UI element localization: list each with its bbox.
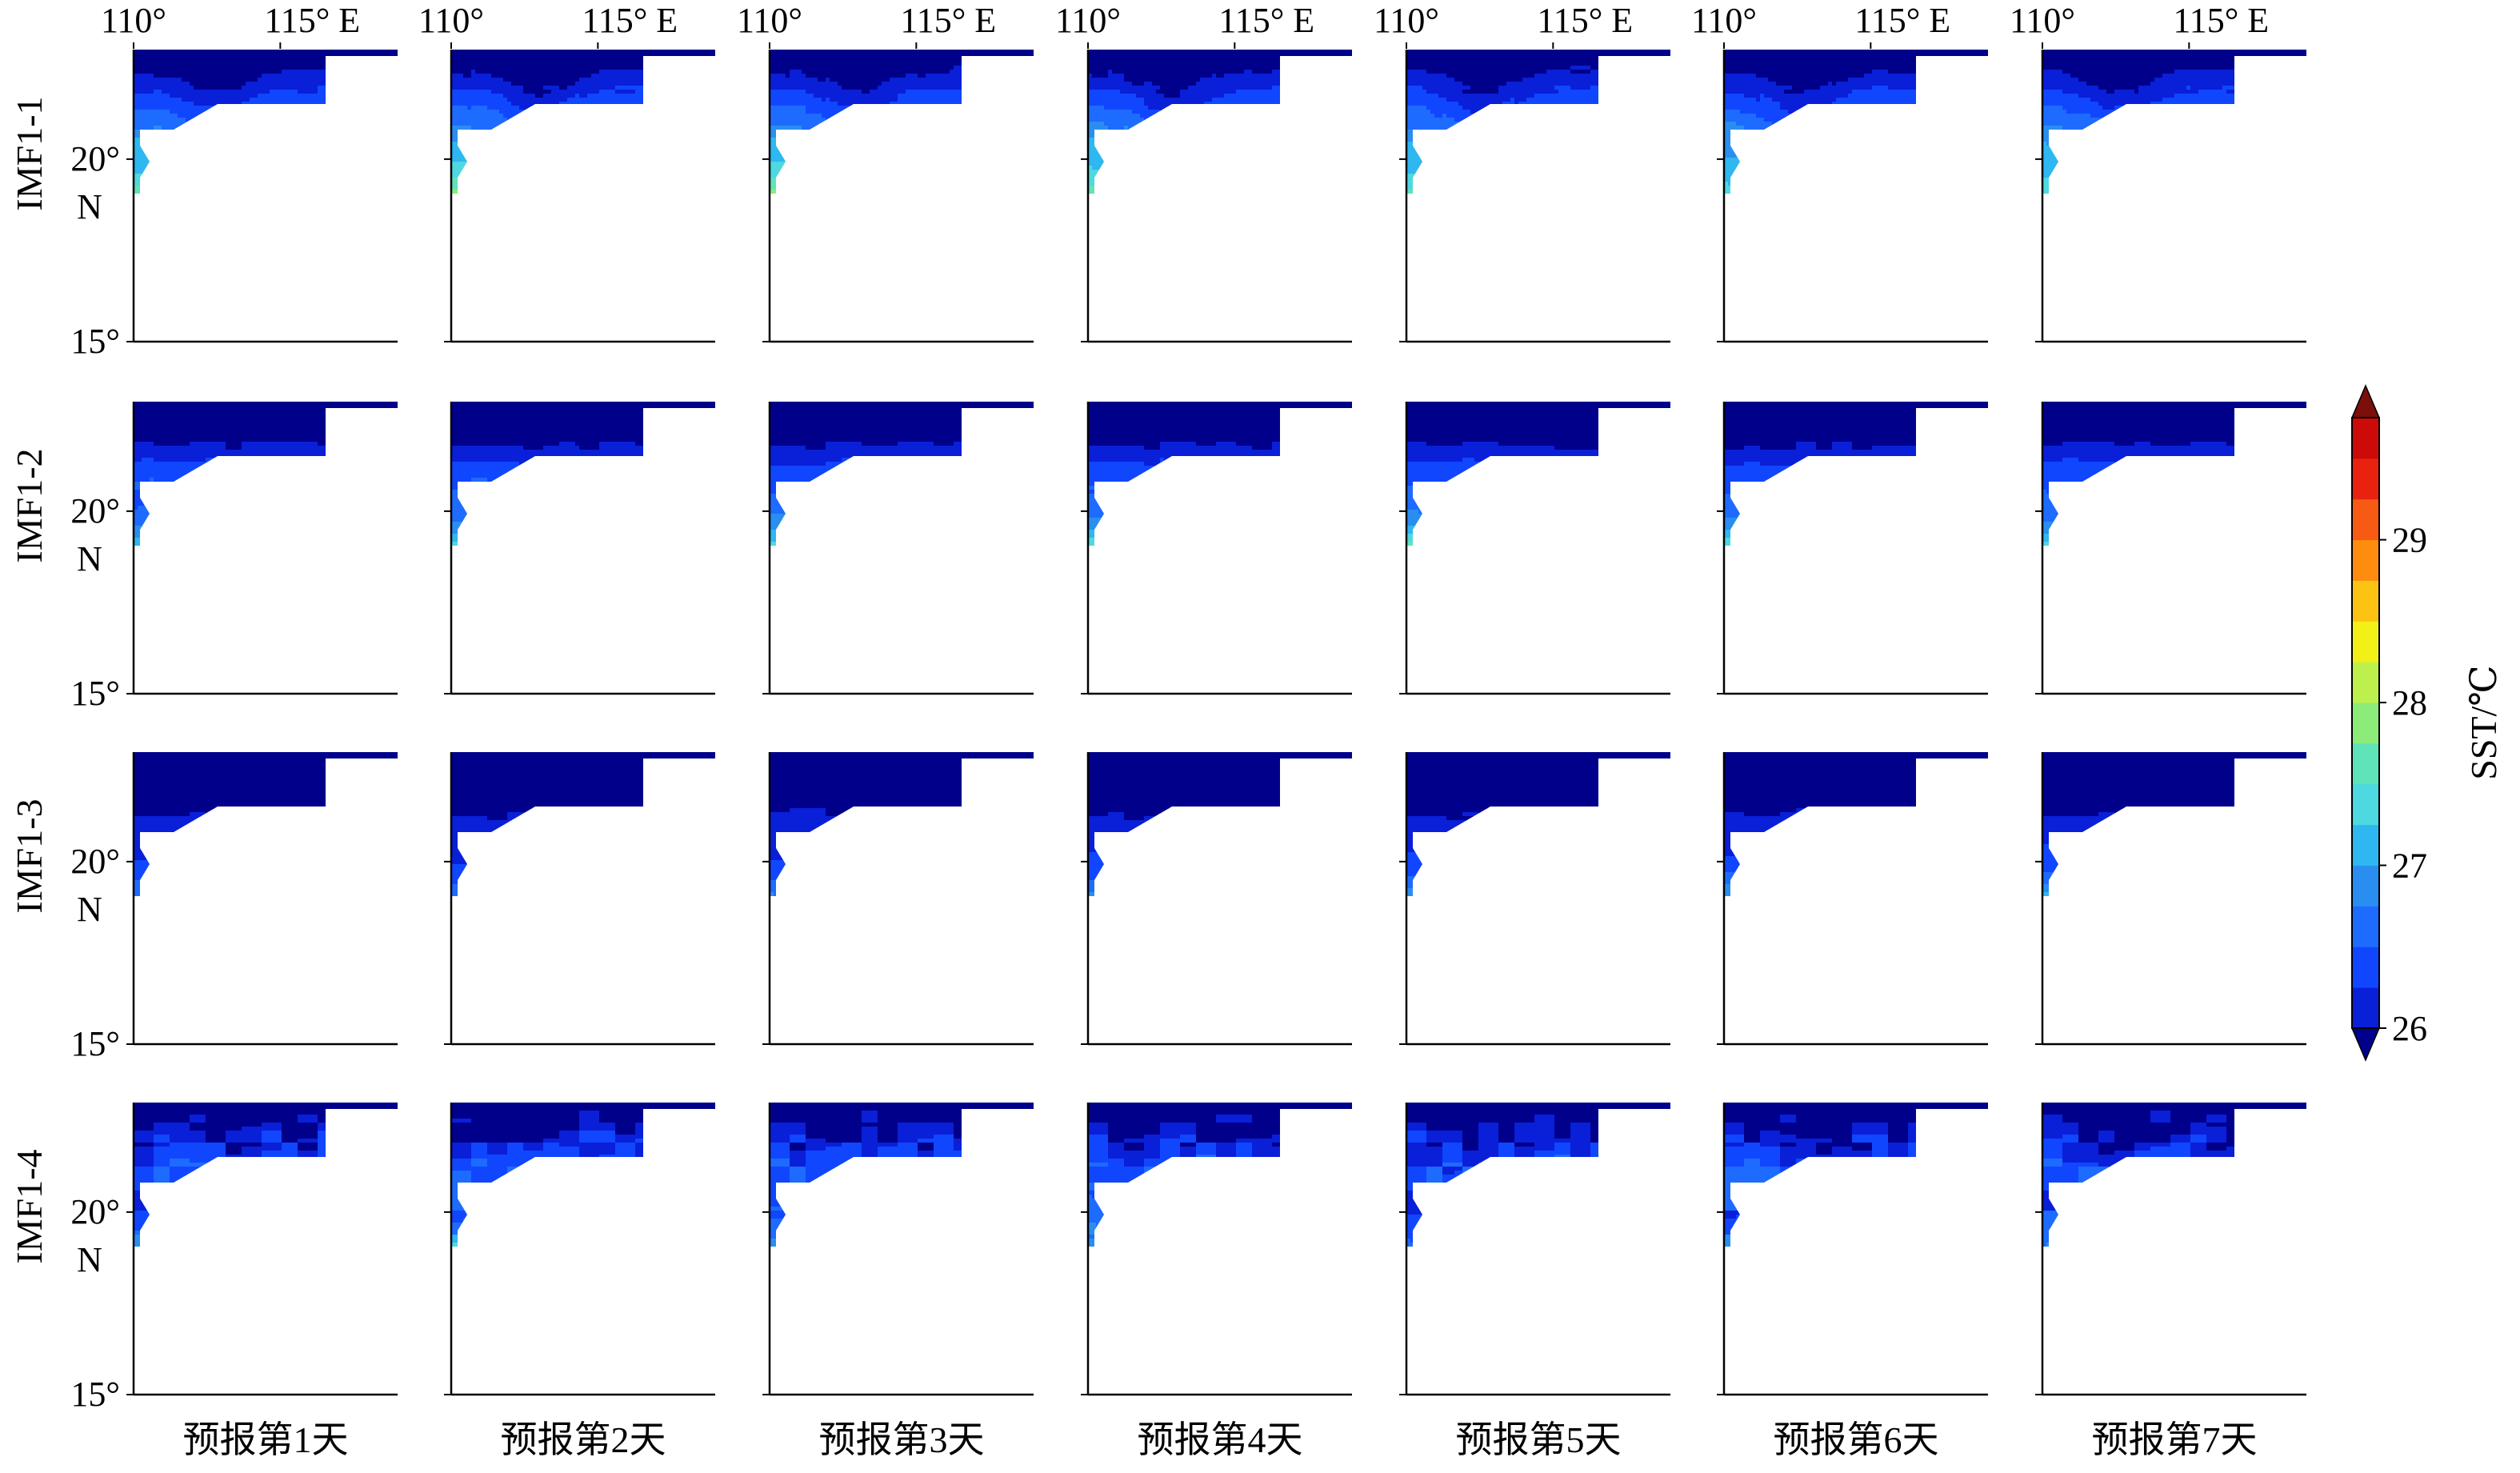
colorbar-segment (2352, 784, 2379, 825)
row-label: IMF1-4 (9, 1149, 50, 1263)
longitude-tick-label: 110° (2010, 1, 2075, 40)
colorbar-segment (2352, 621, 2379, 662)
longitude-tick-label: 110° (737, 1, 802, 40)
colorbar-segment (2352, 458, 2379, 499)
left-latitude-ticks: 15° 20° N 15° 20° N 15° 20° N 15° 20° N (70, 139, 120, 1414)
sst-panel (126, 42, 398, 342)
row-labels: IMF1-1 IMF1-2 IMF1-3 IMF1-4 (9, 96, 50, 1263)
colorbar-segment (2352, 702, 2379, 743)
latitude-tick-label: 15° (70, 322, 120, 361)
colorbar-tick-label: 28 (2392, 683, 2427, 722)
sst-panel (444, 42, 716, 342)
latitude-tick-label: 15° (70, 1375, 120, 1414)
sst-panel (2035, 752, 2307, 1045)
sst-panel (2035, 42, 2307, 342)
longitude-tick-label: 110° (1691, 1, 1757, 40)
colorbar-segment (2352, 906, 2379, 947)
column-label: 预报第2天 (501, 1419, 666, 1460)
colorbar-segment (2352, 825, 2379, 866)
colorbar-segment (2352, 540, 2379, 581)
longitude-tick-label: 115° E (2173, 1, 2269, 40)
column-label: 预报第7天 (2092, 1419, 2258, 1460)
sst-panel (1081, 42, 1353, 342)
longitude-tick-label: 115° E (1537, 1, 1633, 40)
colorbar-tick-label: 27 (2392, 847, 2427, 886)
longitude-tick-label: 115° E (582, 1, 678, 40)
latitude-unit-label: N (77, 187, 102, 226)
latitude-unit-label: N (77, 1240, 102, 1279)
sst-panel (1399, 1103, 1671, 1395)
latitude-tick-label: 20° (70, 491, 120, 530)
sst-panel (444, 752, 716, 1045)
sst-panel (126, 402, 398, 694)
latitude-tick-label: 20° (70, 1192, 120, 1231)
sst-panel (762, 752, 1034, 1045)
sst-panel (444, 402, 716, 694)
column-label: 预报第6天 (1774, 1419, 1939, 1460)
colorbar-segment (2352, 662, 2379, 702)
colorbar-segment (2352, 947, 2379, 987)
colorbar-over-triangle (2352, 386, 2379, 418)
sst-panel (126, 752, 398, 1045)
longitude-tick-label: 110° (101, 1, 166, 40)
column-label: 预报第5天 (1456, 1419, 1622, 1460)
longitude-tick-label: 115° E (900, 1, 996, 40)
column-label: 预报第1天 (183, 1419, 349, 1460)
sst-panel (1081, 752, 1353, 1045)
top-longitude-ticks: 110° 115° E 110° 115° E 110° 115° E 110° 115° E… (101, 1, 2269, 40)
column-labels: 预报第1天 预报第2天 预报第3天 预报第4天 预报第5天 预报第6天 预报第7天 (183, 1419, 2258, 1460)
sst-panel (444, 1103, 716, 1395)
latitude-unit-label: N (77, 890, 102, 929)
row-label: IMF1-2 (9, 448, 50, 562)
sst-panel (126, 1103, 398, 1395)
column-label: 预报第3天 (819, 1419, 985, 1460)
colorbar-tick-label: 29 (2392, 521, 2427, 560)
sst-panel (1081, 1103, 1353, 1395)
row-label: IMF1-1 (9, 96, 50, 210)
colorbar-segment (2352, 743, 2379, 784)
longitude-tick-label: 115° E (1218, 1, 1314, 40)
panel-grid (126, 42, 2307, 1395)
sst-panel (1399, 402, 1671, 694)
latitude-tick-label: 20° (70, 842, 120, 881)
latitude-unit-label: N (77, 539, 102, 578)
sst-panel (2035, 1103, 2307, 1395)
sst-panel (762, 1103, 1034, 1395)
column-label: 预报第4天 (1138, 1419, 1303, 1460)
latitude-tick-label: 20° (70, 139, 120, 178)
sst-panel (1081, 402, 1353, 694)
sst-panel (762, 42, 1034, 342)
longitude-tick-label: 115° E (264, 1, 360, 40)
colorbar: 26 27 28 29 SST/℃ (2352, 386, 2504, 1060)
sst-panel (2035, 402, 2307, 694)
longitude-tick-label: 115° E (1854, 1, 1950, 40)
colorbar-segment (2352, 418, 2379, 458)
colorbar-under-triangle (2352, 1028, 2379, 1060)
colorbar-segment (2352, 580, 2379, 621)
sst-panel (762, 402, 1034, 694)
row-label: IMF1-3 (9, 799, 50, 913)
colorbar-segment (2352, 499, 2379, 540)
latitude-tick-label: 15° (70, 674, 120, 713)
longitude-tick-label: 110° (1055, 1, 1121, 40)
sst-panel (1399, 42, 1671, 342)
colorbar-label: SST/℃ (2463, 665, 2504, 780)
longitude-tick-label: 110° (1374, 1, 1439, 40)
colorbar-segment (2352, 866, 2379, 907)
colorbar-tick-label: 26 (2392, 1009, 2427, 1048)
latitude-tick-label: 15° (70, 1024, 120, 1063)
longitude-tick-label: 110° (418, 1, 484, 40)
colorbar-segment (2352, 987, 2379, 1028)
sst-panel (1717, 402, 1989, 694)
sst-panel (1717, 42, 1989, 342)
sst-panel (1399, 752, 1671, 1045)
sst-panel (1717, 1103, 1989, 1395)
sst-panel (1717, 752, 1989, 1045)
